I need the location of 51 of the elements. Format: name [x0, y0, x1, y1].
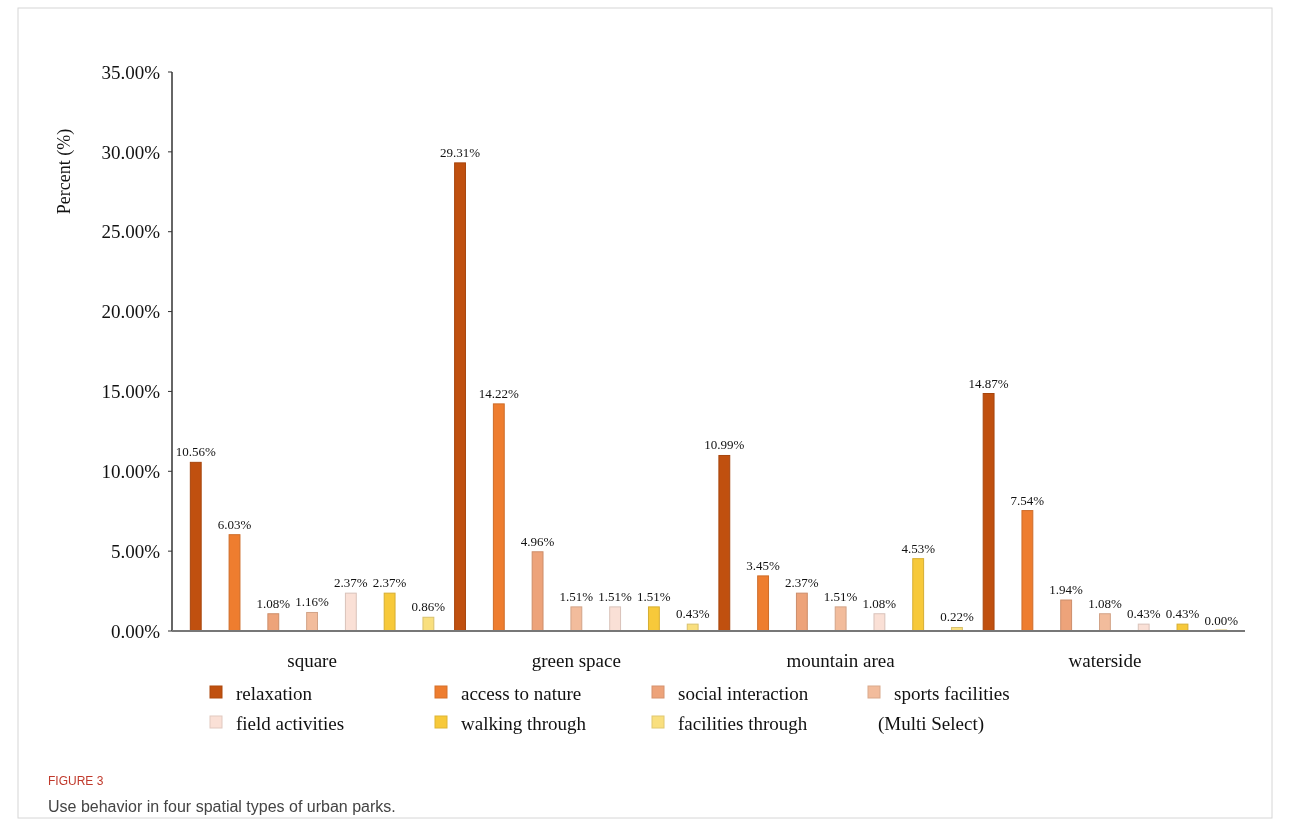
data-label: 1.08% — [862, 595, 897, 611]
y-tick-label: 20.00% — [101, 301, 161, 323]
data-label: 3.45% — [746, 557, 781, 573]
data-label: 4.96% — [520, 533, 555, 549]
x-tick-label: waterside — [1068, 650, 1142, 671]
data-label: 1.51% — [559, 588, 594, 604]
text: FIGURE 3 — [48, 774, 104, 788]
data-label: 14.87% — [968, 375, 1009, 391]
legend-label: relaxation — [236, 682, 313, 704]
data-label: 10.56% — [175, 444, 216, 460]
data-label: 2.37% — [372, 575, 407, 591]
x-tick-label: green space — [531, 650, 621, 671]
text: (Multi Select) — [878, 712, 985, 735]
y-tick-label: 0.00% — [110, 620, 161, 642]
data-label: 1.51% — [637, 588, 671, 604]
y-tick-label: 15.00% — [101, 381, 161, 403]
data-label: 2.37% — [785, 575, 819, 591]
data-label: 0.00% — [1204, 613, 1239, 628]
data-label: 1.51% — [823, 588, 858, 604]
legend-label: access to nature — [461, 682, 582, 704]
data-label: 1.08% — [1088, 595, 1122, 611]
data-label: 29.31% — [439, 144, 481, 160]
y-tick-label: 25.00% — [101, 221, 161, 243]
y-tick-label: 5.00% — [110, 540, 161, 562]
y-tick-label: 10.00% — [101, 460, 161, 482]
data-label: 7.54% — [1010, 492, 1045, 508]
data-label: 2.37% — [334, 575, 368, 591]
data-label: 14.22% — [478, 385, 520, 401]
data-label: 1.16% — [295, 594, 330, 610]
data-label: 0.43% — [1165, 606, 1200, 622]
data-label: 0.43% — [1126, 606, 1161, 622]
legend-label: sports facilities — [894, 682, 1010, 704]
data-label: 1.51% — [598, 588, 633, 604]
y-axis-title: Percent (%) — [54, 128, 75, 215]
y-tick-label: 30.00% — [101, 141, 161, 163]
y-tick-label: 35.00% — [101, 61, 161, 83]
data-label: 4.53% — [901, 540, 936, 556]
data-label: 0.86% — [411, 599, 446, 615]
data-label: 0.43% — [675, 606, 710, 622]
x-tick-label: square — [287, 650, 337, 671]
data-label: 0.22% — [940, 609, 974, 625]
data-label: 6.03% — [217, 516, 252, 532]
legend-label: social interaction — [678, 682, 809, 704]
legend-label: walking through — [461, 712, 587, 734]
x-tick-label: mountain area — [786, 650, 896, 671]
data-label: 10.99% — [704, 437, 745, 453]
data-label: 1.94% — [1049, 582, 1084, 598]
data-label: 1.08% — [256, 595, 291, 611]
legend-label: facilities through — [678, 712, 808, 734]
text: Use behavior in four spatial types of urban parks. — [48, 798, 396, 815]
legend-label: field activities — [236, 712, 345, 734]
